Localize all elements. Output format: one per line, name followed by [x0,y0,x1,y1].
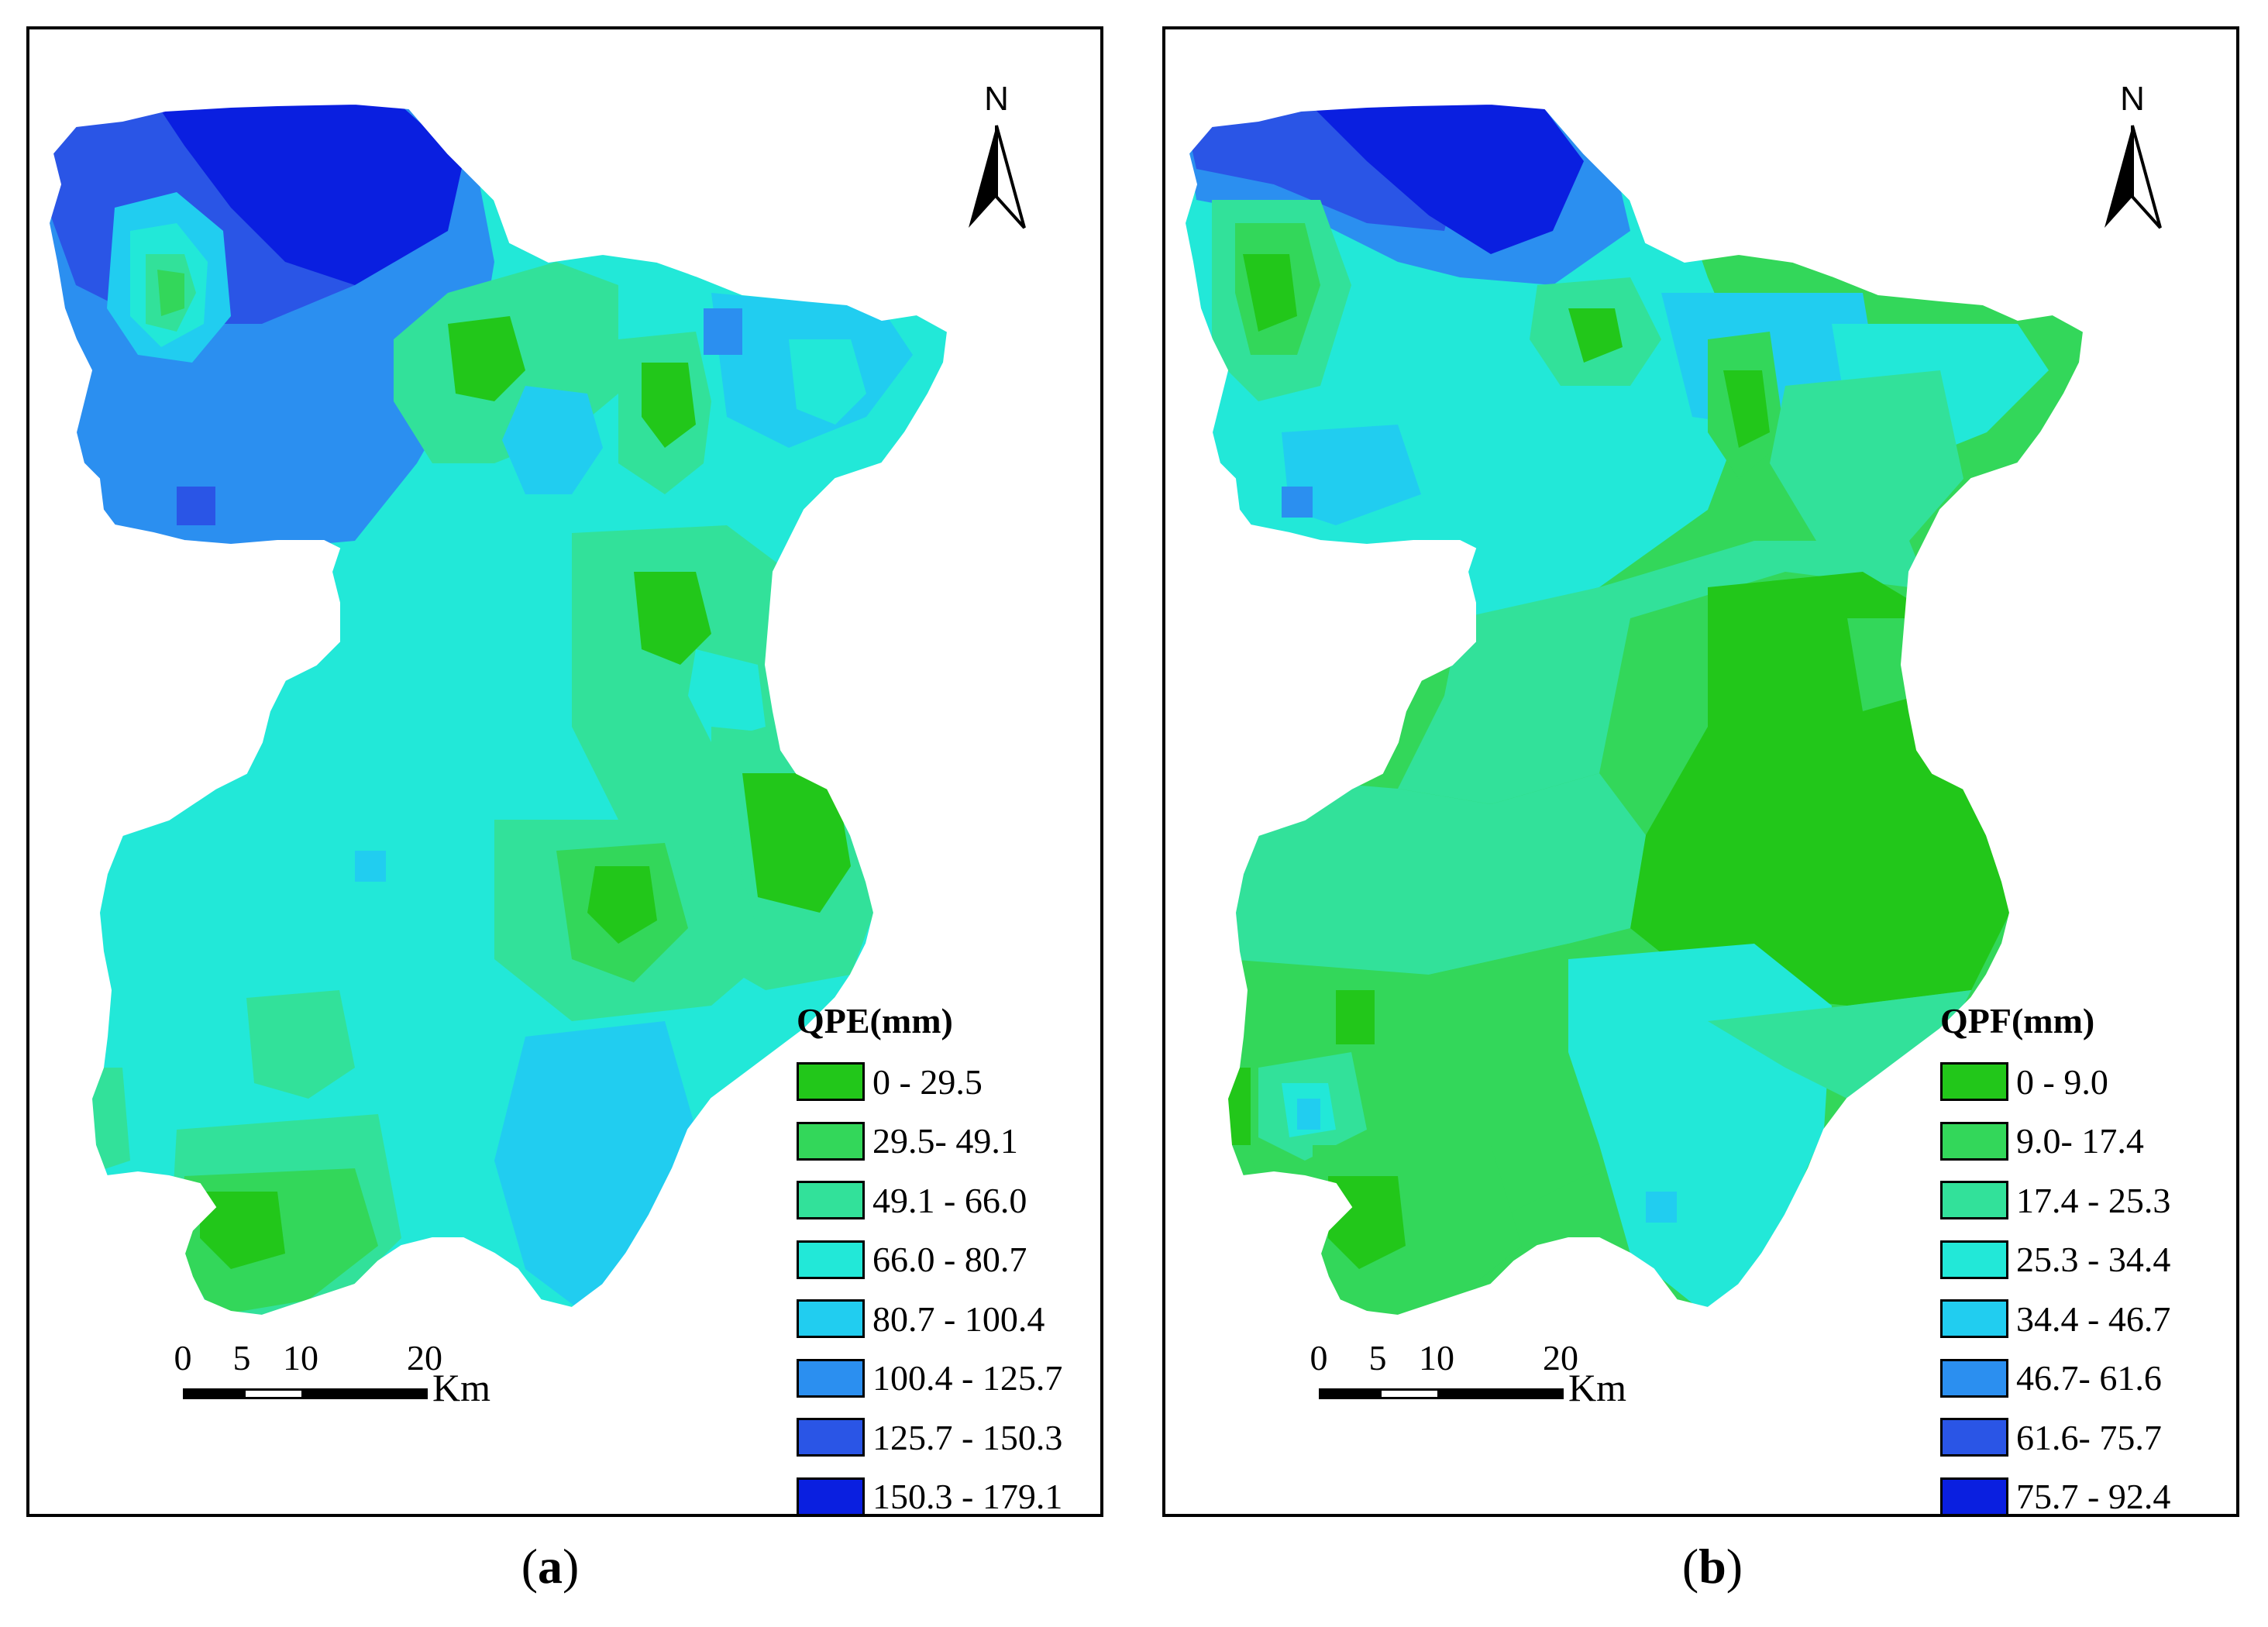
legend-item: 46.7- 61.6 [1940,1349,2268,1409]
scale-segment-1 [1319,1388,1379,1399]
legend-label: 150.3 - 179.1 [872,1477,1063,1517]
legend-swatch [1940,1358,2008,1398]
scale-tick-20: 20 [407,1338,442,1378]
legend-title: QPF(mm) [1940,1001,2095,1041]
legend-label: 80.7 - 100.4 [872,1299,1045,1339]
legend-label: 75.7 - 92.4 [2016,1477,2171,1517]
scale-tick-10: 10 [1419,1338,1454,1378]
legend-label: 34.4 - 46.7 [2016,1299,2171,1339]
legend-label: 100.4 - 125.7 [872,1358,1063,1398]
north-label: N [984,80,1009,118]
scale-segment-1 [183,1388,243,1399]
legend-item: 29.5- 49.1 [797,1112,1137,1171]
legend-label: 125.7 - 150.3 [872,1417,1063,1457]
legend-item: 80.7 - 100.4 [797,1289,1137,1349]
legend: QPF(mm) 0 - 9.0 9.0- 17.4 17.4 - 25.3 25… [1940,990,2268,1526]
legend-swatch [1940,1121,2008,1161]
legend-item: 0 - 9.0 [1940,1052,2268,1112]
legend-swatch [797,1240,865,1279]
legend-label: 0 - 29.5 [872,1061,983,1102]
caption-a: (a) [521,1539,580,1594]
legend-item: 150.3 - 179.1 [797,1467,1137,1527]
legend-swatch [797,1418,865,1457]
legend-swatch [1940,1418,2008,1457]
legend-swatch [1940,1181,2008,1220]
scale-tick-5: 5 [1368,1338,1387,1378]
scale-segment-2 [1379,1388,1440,1399]
map-panel-b: N 0 5 10 20 Km QPF(mm) 0 - 9.0 9.0- 17.4… [1162,26,2239,1517]
legend-item: 9.0- 17.4 [1940,1112,2268,1171]
caption-b: (b) [1681,1539,1743,1594]
legend-swatch [797,1121,865,1161]
legend-label: 66.0 - 80.7 [872,1240,1027,1280]
legend-label: 49.1 - 66.0 [872,1180,1027,1220]
scale-tick-5: 5 [232,1338,251,1378]
legend-item: 100.4 - 125.7 [797,1349,1137,1409]
scale-tick-10: 10 [283,1338,318,1378]
legend-item: 61.6- 75.7 [1940,1408,2268,1467]
legend-swatch [797,1358,865,1398]
scale-tick-20: 20 [1543,1338,1578,1378]
scale-tick-0: 0 [1310,1338,1328,1378]
legend-item: 125.7 - 150.3 [797,1408,1137,1467]
scale-unit: Km [1568,1366,1626,1409]
legend-swatch [797,1062,865,1102]
legend-swatch [1940,1477,2008,1516]
scale-bar: 0 5 10 20 Km [1305,1331,1661,1424]
legend-item: 66.0 - 80.7 [797,1230,1137,1290]
scale-segment-2 [243,1388,304,1399]
legend-item: 34.4 - 46.7 [1940,1289,2268,1349]
scale-segment-3 [1440,1388,1564,1399]
scale-tick-0: 0 [174,1338,192,1378]
legend-label: 9.0- 17.4 [2016,1121,2144,1161]
legend-label: 25.3 - 34.4 [2016,1240,2171,1280]
legend-label: 29.5- 49.1 [872,1121,1018,1161]
north-label: N [2120,80,2145,118]
legend-item: 0 - 29.5 [797,1052,1137,1112]
legend-swatch [1940,1240,2008,1279]
legend-label: 0 - 9.0 [2016,1061,2108,1102]
legend-swatch [1940,1299,2008,1339]
legend-item: 17.4 - 25.3 [1940,1171,2268,1230]
legend-item: 75.7 - 92.4 [1940,1467,2268,1527]
north-arrow-icon [969,125,1026,229]
legend-title: QPE(mm) [797,1001,953,1041]
legend-item: 25.3 - 34.4 [1940,1230,2268,1290]
scale-segment-3 [304,1388,428,1399]
legend-swatch [797,1299,865,1339]
scale-bar: 0 5 10 20 Km [169,1331,525,1424]
legend-swatch [797,1181,865,1220]
legend-label: 46.7- 61.6 [2016,1358,2162,1398]
legend-swatch [797,1477,865,1516]
qpe-map [48,103,948,1316]
north-arrow: N [958,76,1035,254]
legend-item: 49.1 - 66.0 [797,1171,1137,1230]
north-arrow: N [2094,76,2171,254]
legend-swatch [1940,1062,2008,1102]
legend: QPE(mm) 0 - 29.5 29.5- 49.1 49.1 - 66.0 … [797,990,1137,1526]
north-arrow-icon [2105,125,2162,229]
scale-unit: Km [432,1366,490,1409]
map-panel-a: N 0 5 10 20 Km QPE(mm) 0 - 29.5 29.5- 49… [26,26,1103,1517]
legend-label: 17.4 - 25.3 [2016,1180,2171,1220]
qpf-map [1184,103,2084,1316]
legend-label: 61.6- 75.7 [2016,1417,2162,1457]
